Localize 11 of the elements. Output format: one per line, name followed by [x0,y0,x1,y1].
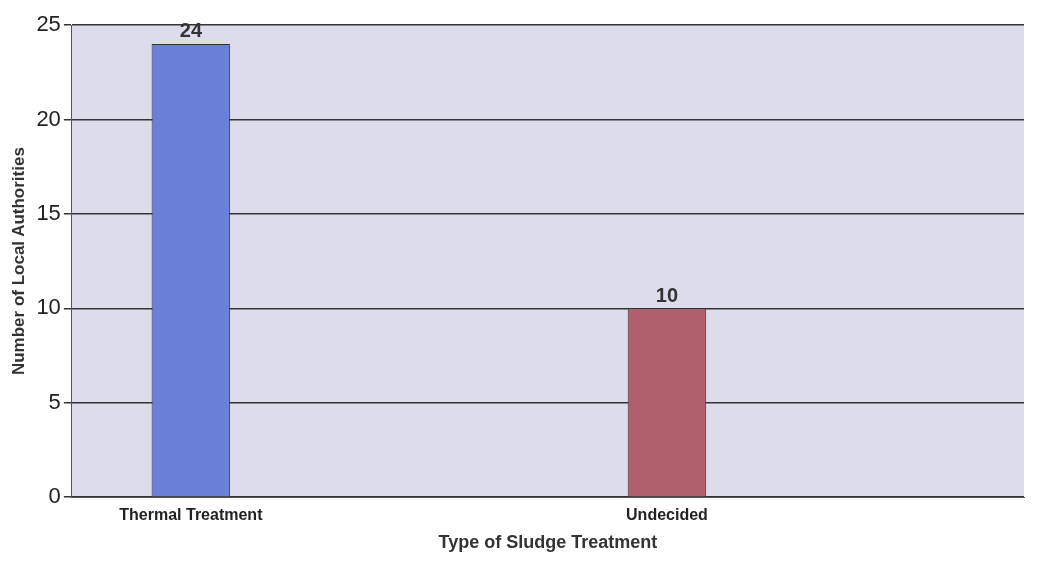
y-tick-label: 5 [48,388,61,414]
x-axis-title: Type of Sludge Treatment [438,532,658,553]
y-axis-title: Number of Local Authorities [8,147,28,376]
y-tick-label: 15 [36,199,61,225]
y-tick-label: 10 [36,294,61,320]
y-tick-label: 20 [36,105,61,131]
x-tick-label: Thermal Treatment [119,506,264,524]
y-tick-label: 25 [36,11,61,37]
data-label: 10 [655,283,679,306]
x-tick-label: Undecided [626,506,708,524]
y-tick-label: 0 [48,483,61,509]
